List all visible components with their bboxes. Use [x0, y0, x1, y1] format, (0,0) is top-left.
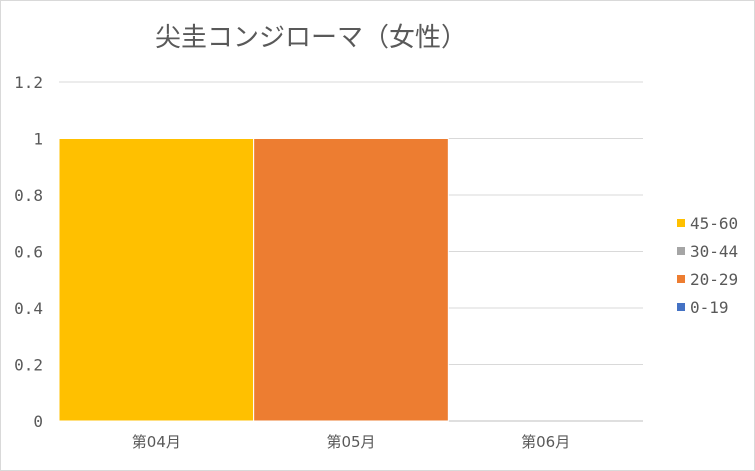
legend-label: 0-19 — [690, 297, 729, 317]
legend-item: 20-29 — [677, 265, 738, 293]
x-tick-label: 第04月 — [132, 433, 181, 451]
legend-swatch — [677, 275, 685, 283]
legend: 45-60 30-44 20-29 0-19 — [677, 209, 738, 321]
legend-label: 30-44 — [690, 241, 739, 261]
legend-swatch — [677, 247, 685, 255]
y-tick-label: 0.4 — [14, 299, 43, 318]
y-tick-label: 1 — [33, 130, 43, 149]
y-tick-label: 0 — [33, 412, 43, 431]
x-tick-label: 第06月 — [521, 433, 570, 451]
x-tick-label: 第05月 — [326, 433, 375, 451]
y-tick-label: 0.2 — [14, 356, 43, 375]
y-tick-label: 0.8 — [14, 186, 43, 205]
legend-item: 45-60 — [677, 209, 738, 237]
legend-swatch — [677, 303, 685, 311]
legend-label: 20-29 — [690, 269, 739, 289]
legend-item: 0-19 — [677, 293, 738, 321]
chart-title: 尖圭コンジローマ（女性） — [154, 23, 467, 53]
bar-20-29-2 — [253, 138, 449, 422]
legend-label: 45-60 — [690, 213, 739, 233]
bar-45-60-1 — [58, 138, 255, 422]
y-tick-label: 1.2 — [14, 73, 43, 92]
legend-swatch — [677, 219, 685, 227]
y-tick-label: 0.6 — [14, 243, 43, 262]
legend-item: 30-44 — [677, 237, 738, 265]
